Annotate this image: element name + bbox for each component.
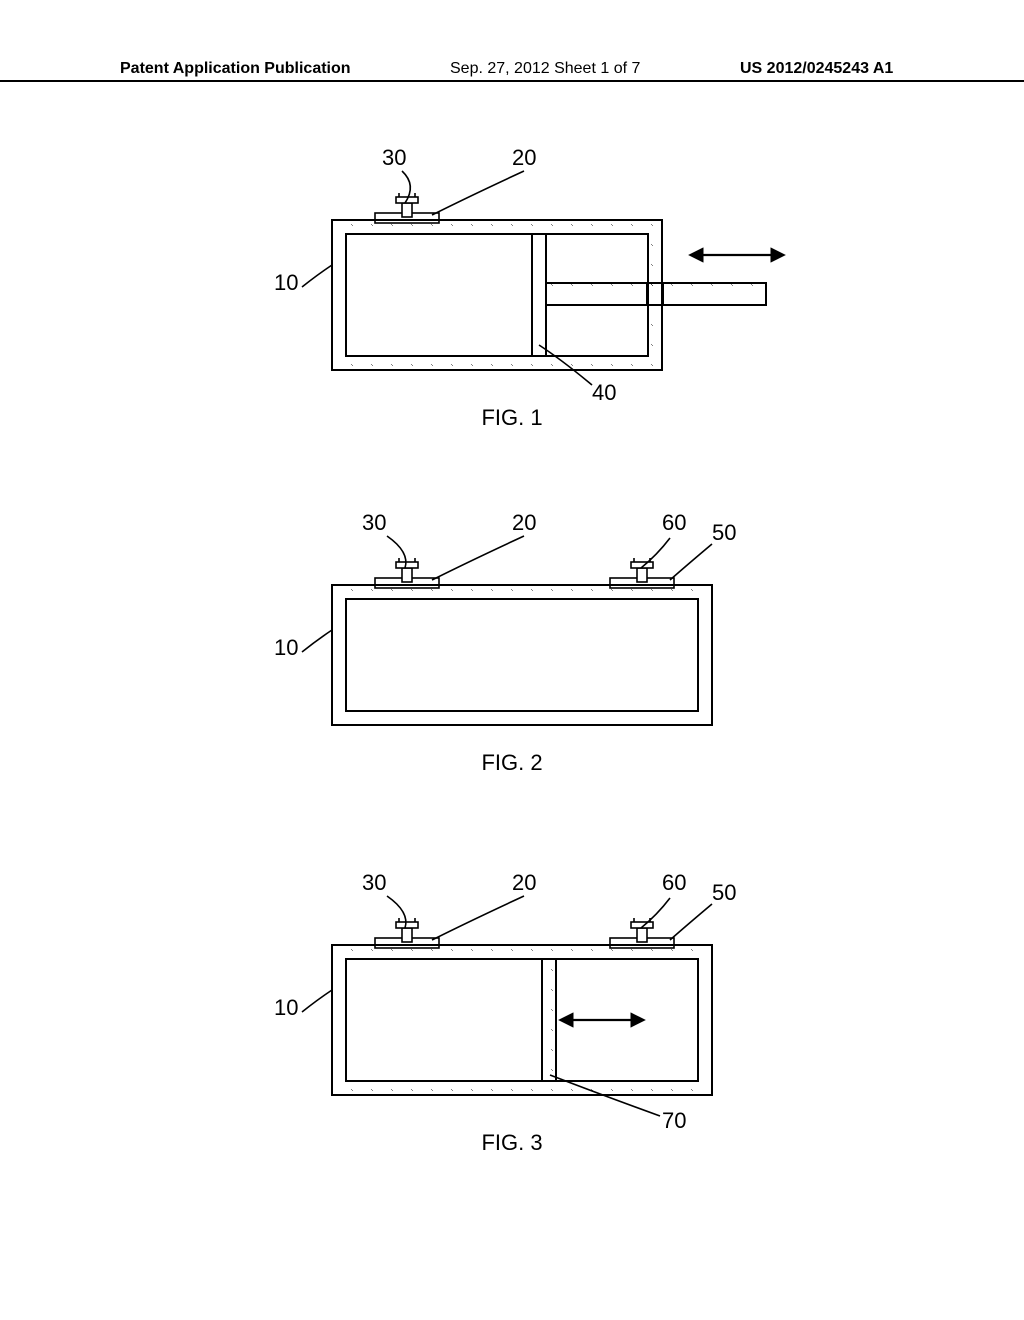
svg-text:20: 20	[512, 145, 536, 170]
figure-3: 30 20 60 50 10 70 FIG. 3	[0, 870, 1024, 1156]
svg-text:40: 40	[592, 380, 616, 405]
figure-2-caption: FIG. 2	[0, 750, 1024, 776]
svg-text:10: 10	[274, 995, 298, 1020]
figure-2: 30 20 60 50 10 FIG. 2	[0, 510, 1024, 776]
svg-text:50: 50	[712, 520, 736, 545]
header-left: Patent Application Publication	[120, 60, 351, 78]
svg-text:30: 30	[362, 510, 386, 535]
svg-text:20: 20	[512, 870, 536, 895]
page: Patent Application Publication Sep. 27, …	[0, 0, 1024, 1320]
svg-text:60: 60	[662, 870, 686, 895]
svg-text:70: 70	[662, 1108, 686, 1130]
svg-text:30: 30	[382, 145, 406, 170]
svg-text:30: 30	[362, 870, 386, 895]
svg-text:10: 10	[274, 270, 298, 295]
figure-1: 30 20 10 40 FIG. 1	[0, 145, 1024, 431]
header-center: Sep. 27, 2012 Sheet 1 of 7	[450, 60, 640, 78]
figure-1-caption: FIG. 1	[0, 405, 1024, 431]
svg-text:20: 20	[512, 510, 536, 535]
header-right: US 2012/0245243 A1	[740, 60, 893, 78]
svg-text:50: 50	[712, 880, 736, 905]
svg-text:10: 10	[274, 635, 298, 660]
figure-2-svg: 30 20 60 50 10	[232, 510, 792, 750]
header-rule: Patent Application Publication Sep. 27, …	[0, 80, 1024, 88]
figure-3-svg: 30 20 60 50 10 70	[232, 870, 792, 1130]
figure-1-svg: 30 20 10 40	[232, 145, 792, 405]
svg-text:60: 60	[662, 510, 686, 535]
figure-3-caption: FIG. 3	[0, 1130, 1024, 1156]
